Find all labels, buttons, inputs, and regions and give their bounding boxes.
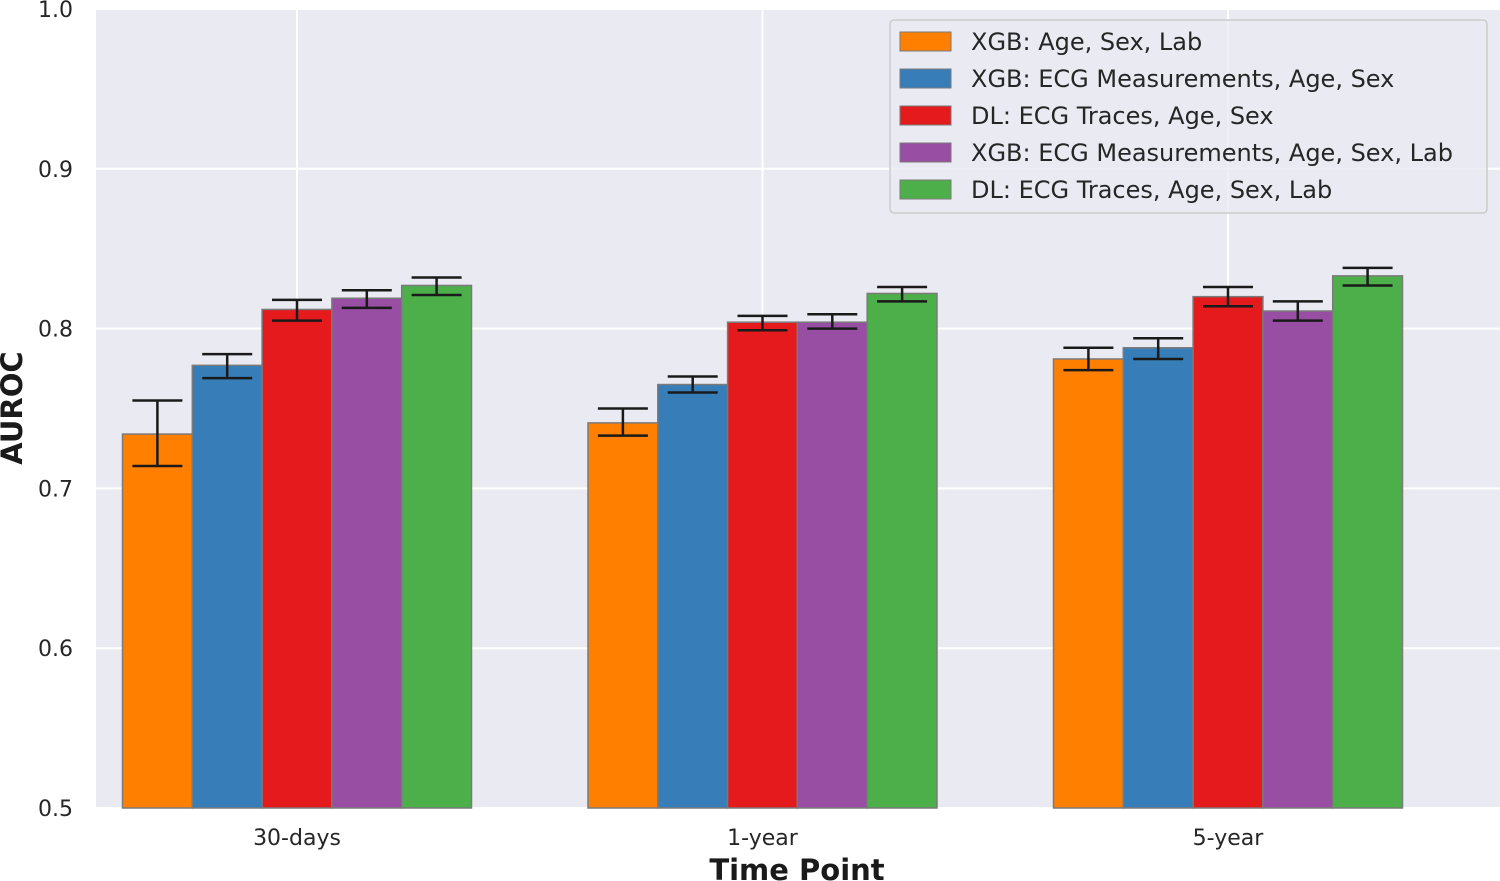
x-tick-label: 30-days [253,826,341,851]
y-tick-label: 0.6 [38,637,73,662]
legend-label: DL: ECG Traces, Age, Sex, Lab [971,176,1332,204]
bar [1052,358,1125,809]
bar [191,364,263,809]
legend-label: XGB: ECG Measurements, Age, Sex, Lab [971,139,1453,167]
bar [726,321,799,809]
bar [796,321,868,809]
y-axis-label: AUROC [0,351,29,464]
x-tick-label: 5-year [1193,826,1265,851]
bar [331,297,403,809]
bar [1122,347,1194,809]
y-tick-label: 0.5 [38,797,73,822]
bar [587,422,659,809]
legend-swatch [899,105,952,126]
legend-swatch [899,142,952,163]
legend-swatch [899,68,952,89]
x-axis-ticks: 30-days 1-year 5-year [253,826,1264,851]
bar [1192,295,1264,809]
bar [261,308,333,809]
error-bars [132,266,1393,468]
legend-swatch [899,31,952,52]
bar [657,383,729,809]
bar [121,433,194,809]
x-axis-label: Time Point [709,853,884,881]
y-tick-label: 0.7 [38,477,73,502]
y-tick-label: 1.0 [38,0,73,23]
y-axis-ticks: 0.5 0.6 0.7 0.8 0.9 1.0 [38,0,73,822]
bar [866,292,938,809]
legend-box [889,19,1488,214]
legend-label: XGB: ECG Measurements, Age, Sex [971,65,1394,93]
legend: XGB: Age, Sex, Lab XGB: ECG Measurements,… [889,19,1488,214]
bar [400,284,473,809]
legend-label: XGB: Age, Sex, Lab [971,28,1202,56]
legend-swatch [899,179,952,200]
x-tick-label: 1-year [727,826,799,851]
y-tick-label: 0.9 [38,158,73,183]
bars [121,275,1404,809]
bar [1331,275,1404,809]
bar [1262,310,1334,809]
y-tick-label: 0.8 [38,318,73,343]
legend-label: DL: ECG Traces, Age, Sex [971,102,1274,130]
